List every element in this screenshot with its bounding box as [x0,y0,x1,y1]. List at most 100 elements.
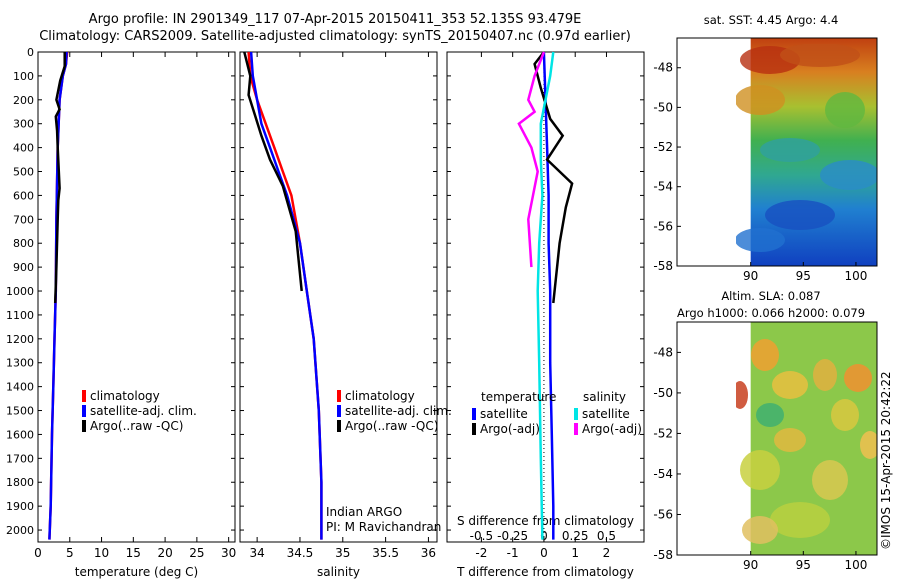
legend-label: satellite [582,407,630,421]
series-line [247,51,323,540]
x-tick-label: -1 [507,546,519,560]
y-tick-label: -58 [653,548,673,562]
y-tick-label: 600 [13,189,34,202]
sla-patch [751,339,779,371]
x-tick-label: 100 [844,269,867,283]
series-line [533,51,574,304]
legend-swatch [82,420,86,432]
map-frame [676,37,878,267]
s-tick-label: 0.5 [597,529,616,543]
sla-patch [844,364,872,392]
y-tick-label: -48 [653,345,673,359]
sla-patch [774,428,806,452]
x-tick-label: 20 [157,546,172,560]
series-line [542,51,555,540]
y-tick-label: 1600 [6,428,34,441]
sla-patch [812,460,848,500]
annotation-text: PI: M Ravichandran [326,520,441,534]
sst-patch [825,92,865,128]
x-tick-label: 10 [94,546,109,560]
x-tick-label: 95 [796,269,811,283]
x-tick-label: 25 [189,546,204,560]
legend-swatch [82,390,86,402]
legend-label: Argo(..raw -QC) [345,419,438,433]
sla-patch [831,399,859,431]
legend-swatch [574,408,578,420]
sla-patch [813,359,837,391]
sla-patch [772,371,808,399]
legend-label: satellite [480,407,528,421]
y-tick-label: 200 [13,94,34,107]
y-tick-label: -54 [653,180,673,194]
x-tick-label: 35 [335,546,350,560]
series-line [517,51,546,268]
salinity-profile: 34 34.5 35 35.5 36 salinity climatologysatelli… [239,51,452,579]
sst-patch [820,160,877,190]
sst-patch [780,44,860,67]
legend-label: Argo(..raw -QC) [90,419,183,433]
series-line [48,51,68,540]
legend-heading: salinity [583,390,626,404]
x-tick-label: 2 [603,546,611,560]
sst-patch [765,200,835,230]
sla-patch [742,516,778,544]
sst-map: 90 95 100 -48 -50 -52 -54 -56 -58 sat. SST: 4.45 … [653,13,878,283]
s-axis-label: S difference from climatology [457,514,634,528]
x-tick-label: 5 [66,546,74,560]
legend-label: satellite-adj. clim. [345,404,452,418]
x-tick-label: 35.5 [372,546,399,560]
x-axis-label: salinity [317,565,360,579]
x-tick-label: 34 [249,546,264,560]
y-tick-label: 1100 [6,309,34,322]
y-tick-label: 1400 [6,381,34,394]
y-tick-label: 1800 [6,476,34,489]
legend-heading: temperature [481,390,556,404]
x-tick-label: 90 [743,269,758,283]
y-tick-label: 900 [13,261,34,274]
series-line [536,51,555,540]
map-title: Argo h1000: 0.066 h2000: 0.079 [677,306,865,320]
plot-frame [446,51,645,543]
legend-label: satellite-adj. clim. [90,404,197,418]
sst-patch [760,138,820,162]
y-tick-label: 1300 [6,357,34,370]
map-frame [676,321,878,556]
y-tick-label: 2000 [6,524,34,537]
legend-label: climatology [90,389,160,403]
legend-swatch [82,405,86,417]
y-tick-label: 1200 [6,333,34,346]
plot-frame [239,51,438,543]
sla-patch [740,450,780,490]
y-tick-label: -58 [653,259,673,273]
s-tick-label: -0.25 [497,529,528,543]
y-tick-label: -56 [653,507,673,521]
y-tick-label: -56 [653,219,673,233]
x-tick-label: 0 [540,546,548,560]
y-tick-label: 800 [13,237,34,250]
y-tick-label: -50 [653,386,673,400]
y-tick-label: 700 [13,213,34,226]
legend-swatch [337,390,341,402]
series-line [243,51,303,292]
y-tick-label: 1700 [6,452,34,465]
legend-swatch [337,405,341,417]
legend-swatch [337,420,341,432]
y-tick-label: 0 [27,46,34,59]
sla-patch [756,403,784,427]
difference-profile: -2 -1 0 1 2 T difference from climatology -0.5… [446,51,645,579]
credit-text: ©IMOS 15-Apr-2015 20:42:22 [879,371,893,550]
y-tick-label: 1000 [6,285,34,298]
y-tick-label: -48 [653,61,673,75]
x-tick-label: 15 [126,546,141,560]
sla-patch [770,502,830,538]
sst-patch [736,228,785,252]
title-line-2: Climatology: CARS2009. Satellite-adjuste… [39,29,631,44]
x-tick-label: 0 [34,546,42,560]
x-tick-label: -2 [475,546,487,560]
x-tick-label: 36 [421,546,436,560]
map-title: Altim. SLA: 0.087 [721,289,820,303]
s-tick-label: -0.5 [470,529,493,543]
legend-swatch [472,423,476,435]
x-axis-label: temperature (deg C) [75,565,198,579]
